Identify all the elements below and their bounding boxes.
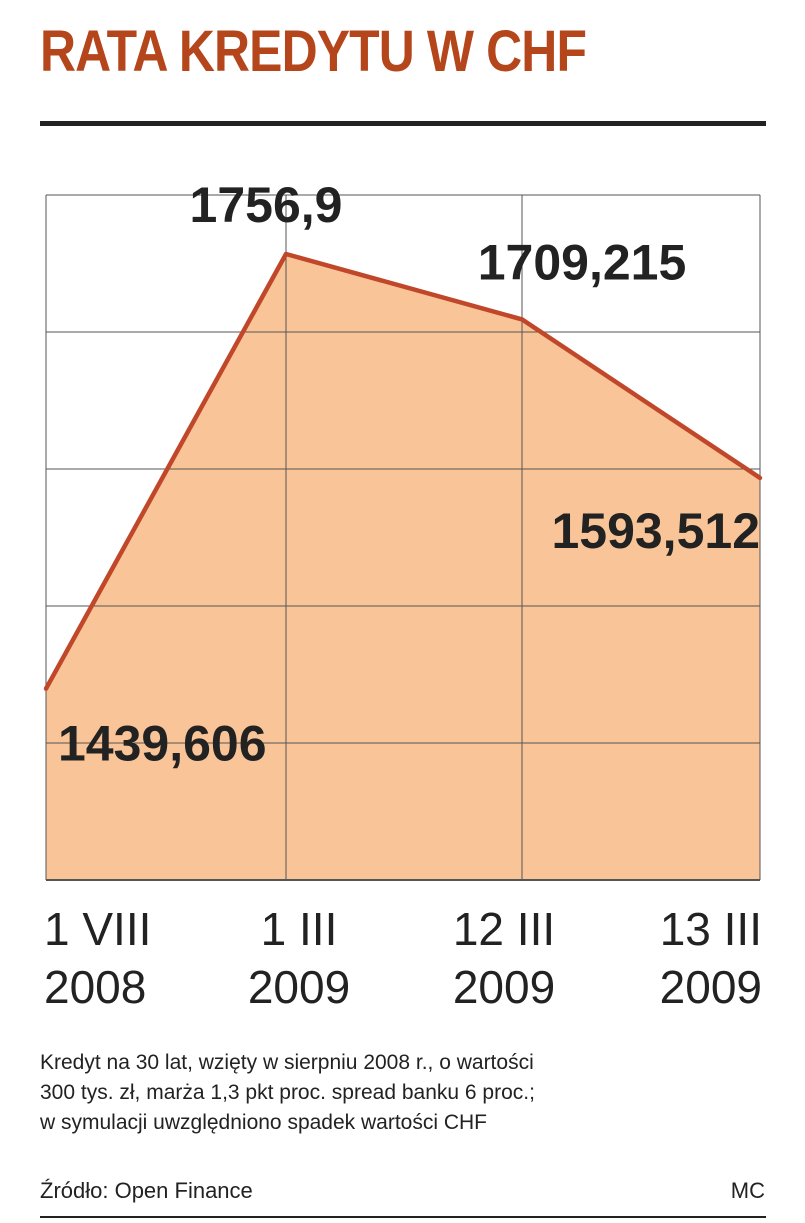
note-line: w symulacji uwzględniono spadek wartości… (40, 1111, 488, 1134)
series (43, 251, 763, 691)
data-point (519, 317, 525, 322)
source-credit: Źródło: Open Finance (40, 1178, 253, 1203)
note-line: Kredyt na 30 lat, wzięty w sierpniu 2008… (40, 1051, 534, 1074)
x-tick-label: 1 VIII 2008 (44, 903, 152, 1013)
data-point (283, 251, 289, 257)
bottom-rule (40, 1216, 766, 1218)
x-tick-label: 1 III 2009 (247, 903, 351, 1013)
x-tick-label: 12 III 2009 (452, 903, 556, 1013)
series-line (44, 251, 762, 690)
area-fill (46, 254, 760, 880)
plot-area (46, 254, 760, 880)
data-label: 1593,512 (551, 503, 760, 559)
data-label: 1756,9 (190, 177, 343, 233)
gridlines (45, 194, 761, 881)
data-label: 1439,606 (58, 716, 267, 772)
data-point (757, 475, 763, 481)
note-line: 300 tys. zł, marża 1,3 pkt proc. spread … (40, 1081, 535, 1104)
author-initials: MC (730, 1178, 765, 1203)
data-point (43, 686, 49, 691)
data-label: 1709,215 (478, 234, 687, 290)
title-rule (40, 121, 766, 126)
chart-title: RATA KREDYTU W CHF (40, 19, 587, 84)
chart-note: Kredyt na 30 lat, wzięty w sierpniu 2008… (40, 1048, 740, 1138)
x-tick-label: 13 III 2009 (659, 903, 762, 1013)
data-labels: 1439,606 1756,9 1709,215 1593,512 (58, 177, 760, 772)
